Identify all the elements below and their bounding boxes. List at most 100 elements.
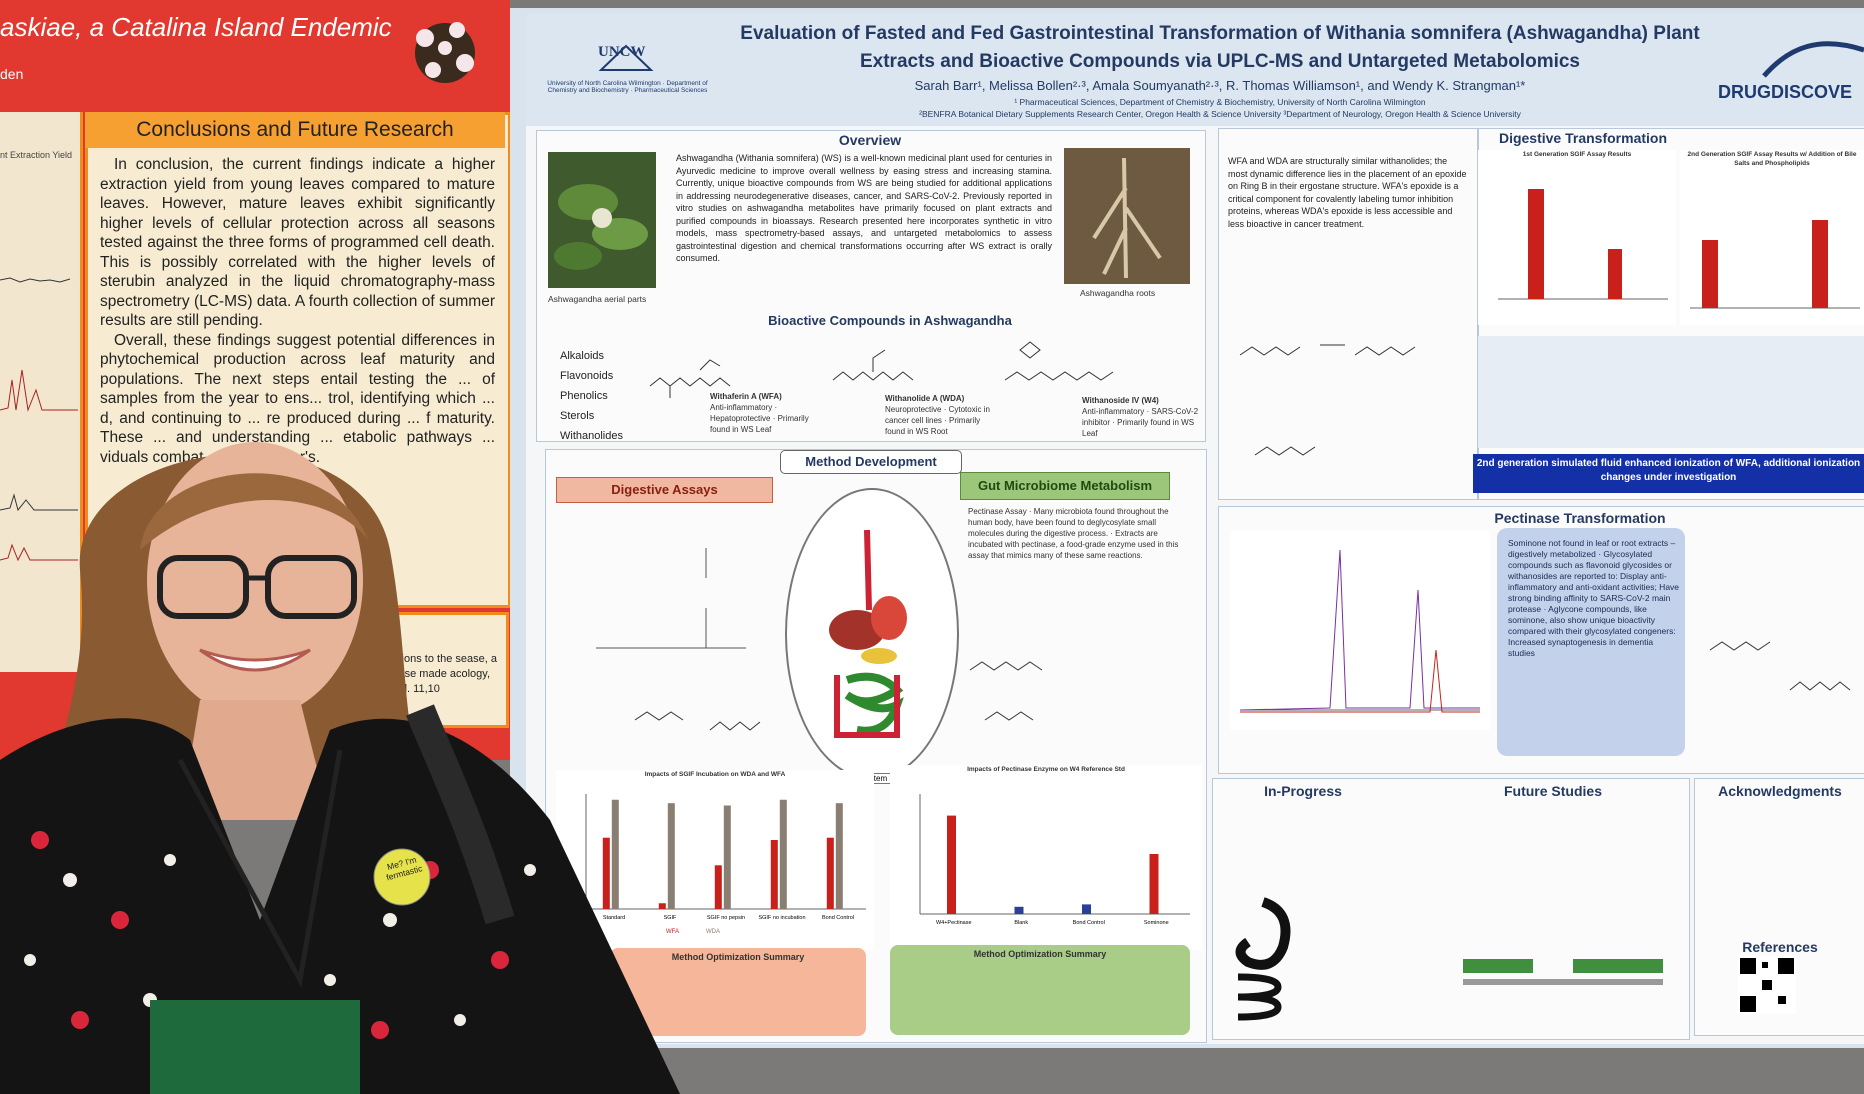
digestive-tract-icon [829,529,907,738]
presenter-photo [0,442,680,1094]
list-item: Withanolides [560,430,623,442]
assay-flow-diagram [596,548,746,649]
bar [1082,904,1091,914]
bar [714,865,722,909]
chart-title: Impacts of SGIF Incubation on WDA and WF… [644,771,786,778]
poster-header [526,14,1864,126]
sgif-chart-svg: Standard SGIF SGIF no pepsin SGIF no incuba… [585,794,866,935]
bar [826,837,834,909]
bar [667,803,675,909]
list-item: Sterols [560,410,595,422]
pampa-diagram [1463,959,1663,985]
acknowledgments-title: Acknowledgments [1718,783,1842,799]
compound-notes: Anti-inflammatory · Hepatoprotective · P… [710,403,809,434]
conclusions-paragraph-1: In conclusion, the current findings indi… [100,156,495,329]
conclusions-heading: Conclusions and Future Research [85,112,505,148]
wfa-structures [1239,344,1416,456]
drugdiscovery-logo: DRUGDISCOVE [1718,82,1853,102]
poster-title-line-2: Extracts and Bioactive Compounds via UPL… [859,51,1580,72]
tick-label: SGIF no pepsin [707,915,745,921]
conclusions-text: In conclusion, the current findings indi… [100,155,495,467]
digestive-system-schematic [785,488,959,780]
bar [947,815,956,914]
digestive-transformation-title: Digestive Transformation [1498,130,1668,146]
tick-label: Standard [603,915,625,921]
conclusions-paragraph-2: Overall, these findings suggest potentia… [100,331,495,466]
gut-microbiome-heading: Gut Microbiome Metabolism [960,472,1170,500]
aerial-photo-caption: Ashwagandha aerial parts [548,294,647,304]
pectinase-assay-text: Pectinase Assay · Many microbiota found … [968,507,1179,560]
ginsenoside-structures [969,661,1043,721]
second-gen-sgif-chart: 2nd Generation SGIF Assay Results w/ Add… [1680,150,1864,325]
digestive-assays-heading: Digestive Assays [556,477,773,503]
flower-image [415,22,475,83]
poster-title-line-1: Evaluation of Fasted and Fed Gastrointes… [740,23,1700,44]
uncw-logo-text: UNCW [598,44,646,60]
in-progress-panel: In-Progress Future Studies [1212,778,1690,1040]
uncw-logo [538,42,713,112]
poster-authors: Sarah Barr¹, Melissa Bollen²·³, Amala So… [914,78,1526,93]
compound-notes: Anti-inflammatory · SARS-CoV-2 inhibitor… [1082,407,1199,438]
yellow-pin-icon [373,848,431,906]
tick-label: SGIF [664,915,677,921]
compound-w4-label: Withanoside IV (W4) Anti-inflammatory · … [1082,395,1200,439]
bar [602,837,610,909]
in-progress-title: In-Progress [1264,783,1342,799]
pectinase-chart-svg: W4+Pectinase Blank Bond Control Sominone [919,794,1190,926]
green-badge-holder [150,1000,360,1094]
sgif-assay-table [1478,336,1864,448]
tick-label: Blank [1014,920,1028,926]
overview-title: Overview [838,132,902,148]
first-gen-bars [1498,189,1668,300]
bile-salt-structures [634,711,761,731]
chart-title: 2nd Generation SGIF Assay Results w/ Add… [1687,151,1857,167]
ashwagandha-roots-photo [1064,148,1190,284]
ashwagandha-aerial-photo [548,152,656,288]
tick-label: W4+Pectinase [936,920,972,926]
legend-entry: WFA [666,929,679,935]
withaferin-structure [649,359,731,398]
overview-text: Ashwagandha (Withania somnifera) (WS) is… [676,153,1052,263]
chart-title: Impacts of Pectinase Enzyme on W4 Refere… [967,766,1125,773]
compound-name: Withanolide A (WDA) [885,394,965,403]
digestive-assay-flow [556,508,771,658]
bar [779,799,787,909]
bioactive-compounds-title: Bioactive Compounds in Ashwagandha [768,313,1012,328]
tick-label: Sominone [1144,920,1169,926]
chart-title: 1st Generation SGIF Assay Results [1522,151,1632,158]
first-gen-sgif-chart: 1st Generation SGIF Assay Results [1478,150,1676,325]
summary-title: Method Optimization Summary [973,949,1107,959]
pectinase-findings-text: Sominone not found in leaf or root extra… [1508,538,1680,658]
legend-entry: WDA [706,929,720,935]
pectinase-impact-chart: Impacts of Pectinase Enzyme on W4 Refere… [890,765,1202,950]
pectinase-findings-box [1497,528,1685,756]
seal-icon [598,44,654,71]
bar [1149,854,1159,914]
compound-notes: Neuroprotective · Cytotoxic in cancer ce… [885,405,990,436]
list-item: Flavonoids [560,370,614,382]
withanolide-structure [832,349,914,381]
uncw-logo-subtext: University of North Carolina Wilmington … [547,80,708,94]
sgif-impact-chart: Impacts of SGIF Incubation on WDA and WF… [556,770,874,950]
pectinase-transformation-title: Pectinase Transformation [1494,510,1666,526]
wfa-wda-panel [1218,128,1478,500]
bar [723,805,731,909]
microbiome-method-summary: Method Optimization Summary [890,945,1190,1035]
bar [1014,906,1024,914]
bar [770,840,778,909]
bar [658,903,666,909]
future-studies-title: Future Studies [1503,783,1602,799]
qr-code-icon[interactable] [1738,956,1796,1014]
bioactive-class-list: Alkaloids Flavonoids Phenolics Sterols W… [560,346,623,446]
bar [835,803,843,909]
compound-name: Withanoside IV (W4) [1082,396,1159,405]
pectinase-chromatogram [1230,530,1490,730]
summary-title: Method Optimization Summary [671,952,805,962]
bar [611,799,619,909]
left-poster-title: askiae, a Catalina Island Endemic [0,12,392,42]
tick-label: SGIF no incubation [758,915,805,921]
glycoside-structures [1709,641,1851,691]
roots-photo-caption: Ashwagandha roots [1080,288,1156,298]
method-development-title: Method Development [780,450,962,474]
left-poster-subtitle: den [0,66,24,82]
